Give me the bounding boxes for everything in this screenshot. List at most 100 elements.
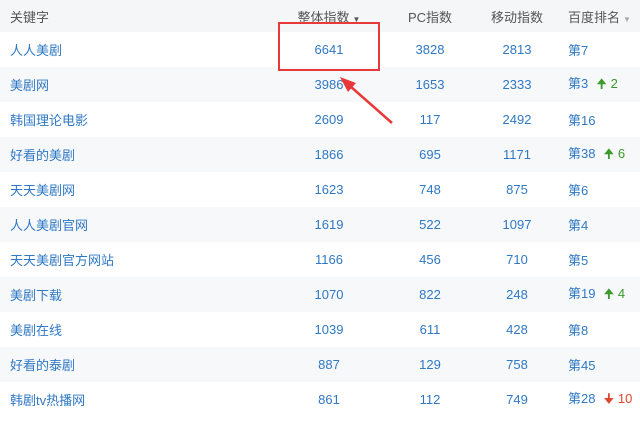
table-row: 韩剧tv热播网 861 112 749 第28 🠋 10 bbox=[0, 382, 640, 417]
header-overall-sort[interactable]: 整体指数 ▼ bbox=[278, 7, 380, 26]
rank-value: 第6 bbox=[568, 183, 589, 198]
header-pc[interactable]: PC指数 bbox=[407, 9, 453, 25]
table-row: 好看的泰剧 887 129 758 第45 bbox=[0, 347, 640, 382]
baidu-rank[interactable]: 第3 🠉 2 bbox=[568, 73, 618, 97]
table-row: 天天美剧官方网站 1166 456 710 第5 bbox=[0, 242, 640, 277]
keyword-link[interactable]: 人人美剧 bbox=[10, 43, 63, 58]
overall-index[interactable]: 1623 bbox=[314, 182, 344, 197]
keyword-link[interactable]: 美剧网 bbox=[10, 78, 50, 93]
keyword-link[interactable]: 韩剧tv热播网 bbox=[10, 393, 86, 408]
table-row: 韩国理论电影 2609 117 2492 第16 bbox=[0, 102, 640, 137]
mobile-index[interactable]: 710 bbox=[506, 252, 528, 267]
rank-value: 第19 bbox=[568, 285, 596, 301]
caret-down-icon: ▼ bbox=[623, 14, 631, 24]
keyword-link[interactable]: 美剧在线 bbox=[10, 323, 63, 338]
rank-change: 🠋 10 bbox=[603, 391, 632, 406]
baidu-rank[interactable]: 第19 🠉 4 bbox=[568, 283, 625, 307]
rank-change-value: 10 bbox=[617, 390, 633, 406]
overall-index[interactable]: 1039 bbox=[314, 322, 344, 337]
overall-index[interactable]: 861 bbox=[318, 392, 340, 407]
arrow-down-icon: 🠋 bbox=[603, 390, 615, 406]
baidu-rank[interactable]: 第5 bbox=[568, 250, 588, 269]
keyword-link[interactable]: 好看的泰剧 bbox=[10, 358, 76, 373]
rank-change-value: 4 bbox=[617, 285, 626, 301]
mobile-index[interactable]: 1097 bbox=[502, 217, 532, 232]
rank-value: 第3 bbox=[568, 75, 589, 91]
mobile-index[interactable]: 2333 bbox=[502, 77, 532, 92]
rank-change: 🠉 4 bbox=[603, 286, 625, 301]
pc-index[interactable]: 1653 bbox=[415, 77, 445, 92]
rank-value: 第28 bbox=[568, 390, 596, 406]
pc-index[interactable]: 522 bbox=[419, 217, 441, 232]
overall-index[interactable]: 3986 bbox=[314, 77, 344, 92]
arrow-up-icon: 🠉 bbox=[603, 145, 615, 161]
pc-index[interactable]: 822 bbox=[419, 287, 441, 302]
mobile-index[interactable]: 248 bbox=[506, 287, 528, 302]
highlight-box bbox=[278, 22, 380, 71]
pc-index[interactable]: 611 bbox=[419, 322, 441, 337]
baidu-rank[interactable]: 第45 bbox=[568, 355, 595, 374]
table-row: 天天美剧网 1623 748 875 第6 bbox=[0, 172, 640, 207]
keyword-link[interactable]: 天天美剧网 bbox=[10, 183, 76, 198]
arrow-up-icon: 🠉 bbox=[596, 75, 607, 91]
overall-index[interactable]: 2609 bbox=[314, 112, 344, 127]
rank-value: 第45 bbox=[568, 358, 596, 373]
keyword-link[interactable]: 韩国理论电影 bbox=[10, 113, 89, 128]
overall-index[interactable]: 1070 bbox=[314, 287, 344, 302]
table-row: 美剧网 3986 1653 2333 第3 🠉 2 bbox=[0, 67, 640, 102]
pc-index[interactable]: 112 bbox=[419, 392, 441, 407]
baidu-rank[interactable]: 第38 🠉 6 bbox=[568, 143, 625, 167]
pc-index[interactable]: 117 bbox=[419, 112, 441, 127]
header-rank-label: 百度排名 bbox=[568, 9, 621, 25]
caret-down-icon: ▼ bbox=[352, 14, 361, 24]
mobile-index[interactable]: 758 bbox=[506, 357, 528, 372]
table-row: 人人美剧 6641 3828 2813 第7 bbox=[0, 32, 640, 67]
pc-index[interactable]: 695 bbox=[419, 147, 441, 162]
pc-index[interactable]: 3828 bbox=[415, 42, 445, 57]
rank-value: 第38 bbox=[568, 145, 596, 161]
rank-change-value: 2 bbox=[610, 75, 618, 91]
rank-value: 第16 bbox=[568, 113, 596, 128]
overall-index[interactable]: 6641 bbox=[314, 42, 344, 57]
keyword-link[interactable]: 好看的美剧 bbox=[10, 148, 76, 163]
rank-value: 第8 bbox=[568, 323, 589, 338]
baidu-rank[interactable]: 第16 bbox=[568, 110, 595, 129]
table-row: 美剧在线 1039 611 428 第8 bbox=[0, 312, 640, 347]
baidu-rank[interactable]: 第8 bbox=[568, 320, 588, 339]
keyword-link[interactable]: 人人美剧官网 bbox=[10, 218, 89, 233]
baidu-rank[interactable]: 第4 bbox=[568, 215, 588, 234]
baidu-rank[interactable]: 第28 🠋 10 bbox=[568, 388, 632, 412]
pc-index[interactable]: 456 bbox=[419, 252, 441, 267]
overall-index[interactable]: 887 bbox=[318, 357, 340, 372]
header-overall-label: 整体指数 bbox=[297, 9, 350, 25]
mobile-index[interactable]: 2492 bbox=[502, 112, 532, 127]
pc-index[interactable]: 748 bbox=[419, 182, 441, 197]
mobile-index[interactable]: 2813 bbox=[502, 42, 532, 57]
rank-change: 🠉 6 bbox=[603, 146, 625, 161]
baidu-rank[interactable]: 第6 bbox=[568, 180, 588, 199]
overall-index[interactable]: 1166 bbox=[315, 252, 343, 267]
table-row: 美剧下载 1070 822 248 第19 🠉 4 bbox=[0, 277, 640, 312]
header-baidu-rank-sort[interactable]: 百度排名 ▼ bbox=[568, 7, 631, 26]
pc-index[interactable]: 129 bbox=[419, 357, 441, 372]
rank-value: 第5 bbox=[568, 253, 589, 268]
mobile-index[interactable]: 749 bbox=[506, 392, 528, 407]
header-keyword: 关键字 bbox=[10, 9, 50, 25]
keyword-link[interactable]: 天天美剧官方网站 bbox=[10, 253, 115, 268]
table-header: 关键字 整体指数 ▼ PC指数 移动指数 百度排名 ▼ bbox=[0, 0, 640, 32]
header-mobile[interactable]: 移动指数 bbox=[490, 9, 543, 25]
rank-value: 第7 bbox=[568, 43, 589, 58]
mobile-index[interactable]: 428 bbox=[506, 322, 528, 337]
baidu-rank[interactable]: 第7 bbox=[568, 40, 588, 59]
overall-index[interactable]: 1619 bbox=[314, 217, 344, 232]
rank-change: 🠉 2 bbox=[596, 76, 618, 91]
rank-value: 第4 bbox=[568, 218, 589, 233]
rank-change-value: 6 bbox=[617, 145, 626, 161]
table-row: 人人美剧官网 1619 522 1097 第4 bbox=[0, 207, 640, 242]
overall-index[interactable]: 1866 bbox=[314, 147, 344, 162]
mobile-index[interactable]: 1171 bbox=[503, 147, 531, 162]
mobile-index[interactable]: 875 bbox=[506, 182, 528, 197]
arrow-up-icon: 🠉 bbox=[603, 285, 615, 301]
keyword-link[interactable]: 美剧下载 bbox=[10, 288, 63, 303]
